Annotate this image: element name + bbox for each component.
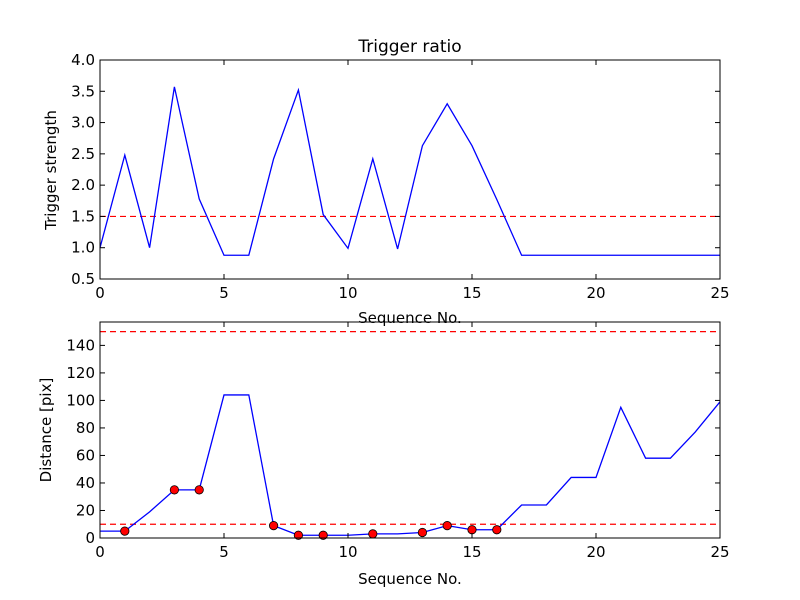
y-tick-label: 20 xyxy=(76,501,95,519)
y-tick-label: 3.5 xyxy=(71,82,95,100)
distance-panel: Sequence No. Distance [pix] 0 5 10 15 20 25 0 2… xyxy=(37,321,730,588)
y-tick-label: 0 xyxy=(85,529,95,547)
x-tick-label: 15 xyxy=(462,284,481,302)
x-tick-label: 10 xyxy=(338,284,357,302)
x-tick-label: 10 xyxy=(338,543,357,561)
axes-frame xyxy=(99,59,721,280)
plot-area: 0 5 10 15 20 25 0.5 1.0 1.5 2.0 2.5 3.0 3.5 4.0 xyxy=(71,51,729,302)
x-tick-label: 0 xyxy=(95,543,105,561)
data-point xyxy=(442,521,452,531)
y-tick-label: 3.0 xyxy=(71,114,95,132)
trigger-ratio-panel: Trigger ratio Sequence No. Trigger stren… xyxy=(42,37,730,327)
x-tick-label: 20 xyxy=(586,543,605,561)
x-tick-label: 0 xyxy=(95,284,105,302)
y-tick-label: 100 xyxy=(66,391,95,409)
x-tick-label: 5 xyxy=(219,284,229,302)
data-point xyxy=(467,525,477,535)
data-point xyxy=(368,529,378,539)
data-point xyxy=(194,485,204,495)
x-tick-label: 5 xyxy=(219,543,229,561)
x-tick-label: 25 xyxy=(710,543,729,561)
y-tick-label: 60 xyxy=(76,446,95,464)
y-axis-label: Trigger strength xyxy=(42,110,60,231)
plot-area: 0 5 10 15 20 25 0 20 40 60 80 100 120 140 xyxy=(66,321,730,561)
series-line-0 xyxy=(100,394,721,536)
y-tick-label: 1.5 xyxy=(71,207,95,225)
y-tick-label: 2.5 xyxy=(71,145,95,163)
x-tick-label: 25 xyxy=(710,284,729,302)
y-tick-label: 80 xyxy=(76,419,95,437)
y-tick-label: 4.0 xyxy=(71,51,95,69)
data-point xyxy=(120,526,130,536)
x-tick-label: 15 xyxy=(462,543,481,561)
x-axis-label: Sequence No. xyxy=(358,309,462,327)
data-point xyxy=(492,525,502,535)
y-tick-label: 0.5 xyxy=(71,270,95,288)
y-axis-label: Distance [pix] xyxy=(37,378,55,483)
x-axis-label: Sequence No. xyxy=(358,570,462,588)
data-point xyxy=(169,485,179,495)
chart-title: Trigger ratio xyxy=(357,37,461,57)
data-point xyxy=(268,521,279,531)
y-tick-label: 40 xyxy=(76,474,95,492)
data-point xyxy=(417,527,427,538)
y-tick-label: 1.0 xyxy=(71,239,95,257)
y-tick-label: 2.0 xyxy=(71,176,95,194)
data-point xyxy=(293,530,303,540)
x-tick-label: 20 xyxy=(586,284,605,302)
y-tick-label: 140 xyxy=(66,336,95,354)
data-point xyxy=(318,530,328,540)
axes-frame xyxy=(99,321,721,539)
series-line-0 xyxy=(99,86,720,256)
y-tick-label: 120 xyxy=(66,364,95,382)
